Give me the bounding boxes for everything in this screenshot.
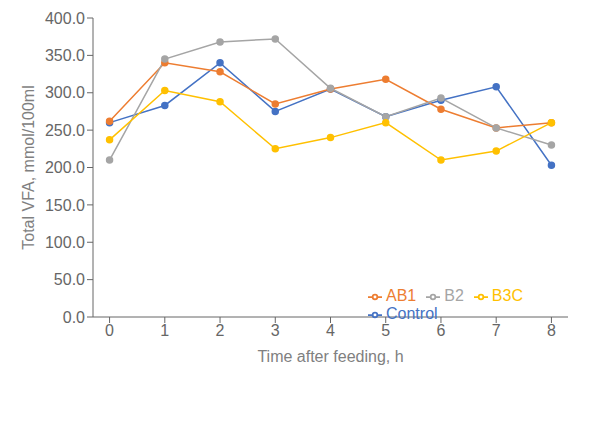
html-text:AB1: AB1 xyxy=(386,287,417,304)
svg-text:6: 6 xyxy=(437,322,446,339)
svg-text:0: 0 xyxy=(105,322,114,339)
svg-text:3: 3 xyxy=(271,322,280,339)
svg-text:150.0: 150.0 xyxy=(45,197,85,214)
svg-text:100.0: 100.0 xyxy=(45,234,85,251)
svg-text:4: 4 xyxy=(326,322,335,339)
html-text:Control: Control xyxy=(386,305,438,322)
svg-text:250.0: 250.0 xyxy=(45,122,85,139)
svg-text:2: 2 xyxy=(216,322,225,339)
svg-text:350.0: 350.0 xyxy=(45,47,85,64)
svg-text:Time after feeding, h: Time after feeding, h xyxy=(257,348,403,365)
svg-text:8: 8 xyxy=(547,322,556,339)
svg-text:Total VFA, mmol/100ml: Total VFA, mmol/100ml xyxy=(20,85,37,250)
svg-text:300.0: 300.0 xyxy=(45,84,85,101)
svg-text:5: 5 xyxy=(381,322,390,339)
html-text:B2: B2 xyxy=(444,287,464,304)
svg-text:400.0: 400.0 xyxy=(45,10,85,27)
svg-text:200.0: 200.0 xyxy=(45,159,85,176)
svg-text:7: 7 xyxy=(492,322,501,339)
html-text:B3C: B3C xyxy=(491,287,523,304)
svg-text:50.0: 50.0 xyxy=(54,271,85,288)
svg-text:1: 1 xyxy=(160,322,169,339)
svg-text:0.0: 0.0 xyxy=(63,309,85,326)
